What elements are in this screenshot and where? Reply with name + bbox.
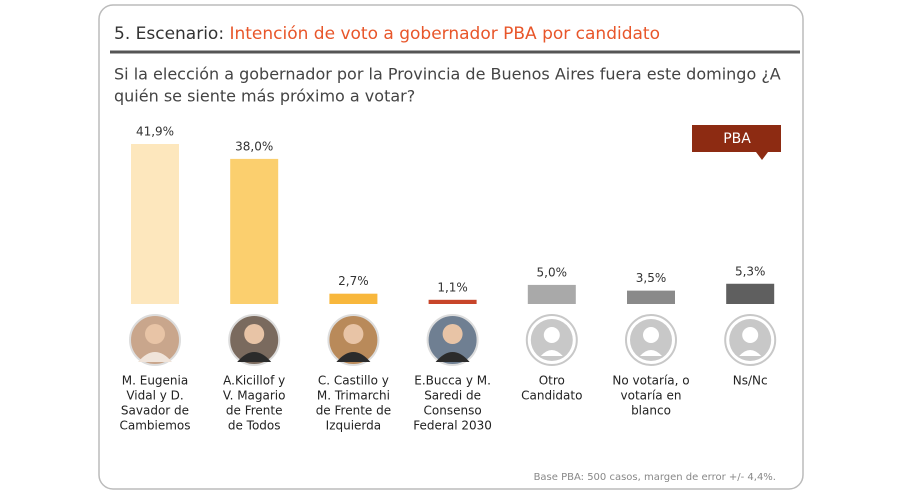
value-label: 5,3%	[735, 264, 766, 278]
badge	[692, 125, 781, 160]
value-label: 3,5%	[636, 271, 667, 285]
bar	[230, 158, 279, 304]
value-label: 41,9%	[136, 125, 174, 139]
bar	[627, 290, 675, 304]
category-label: M. Trimarchi	[317, 389, 390, 403]
category-label: blanco	[631, 404, 671, 418]
photo-head	[343, 324, 364, 344]
badge-text: PBA	[723, 131, 751, 147]
category-label: de Frente de	[316, 404, 391, 418]
photo-head	[244, 324, 265, 344]
bar	[428, 299, 477, 304]
value-label: 38,0%	[235, 139, 273, 153]
title-text: Intención de voto a gobernador PBA por c…	[229, 24, 660, 44]
photo-head	[442, 324, 463, 344]
category-label: No votaría, o	[612, 374, 689, 388]
card	[98, 4, 804, 490]
category-label: E.Bucca y M.	[414, 374, 491, 388]
category-label: Candidato	[521, 389, 582, 403]
footnote: Base PBA: 500 casos, margen de error +/-…	[534, 472, 776, 483]
category-label: Savador de	[121, 404, 189, 418]
category-label: Federal 2030	[413, 419, 492, 433]
icon-body	[640, 350, 662, 356]
icon-body	[540, 350, 563, 356]
category-label: de Todos	[228, 419, 281, 433]
category-label: Otro	[539, 374, 565, 388]
photo-body	[237, 352, 272, 362]
photo-body	[336, 352, 371, 362]
category-label: Ns/Nc	[733, 374, 768, 388]
category-label: de Frente	[226, 404, 283, 418]
category-label: C. Castillo y	[318, 374, 389, 388]
bar	[527, 284, 576, 304]
category-label: votaría en	[621, 389, 682, 403]
category-label: Izquierda	[326, 419, 381, 433]
category-label: Cambiemos	[119, 419, 190, 433]
category-label: Vidal y D.	[126, 389, 183, 403]
icon-head	[543, 327, 560, 343]
value-label: 1,1%	[437, 280, 468, 294]
subtitle: Si la elección a gobernador por la Provi…	[114, 65, 781, 84]
photo-head	[145, 324, 165, 344]
category-label: Consenso	[424, 404, 482, 418]
category-label: Saredi de	[424, 389, 481, 403]
category-label: V. Magario	[223, 389, 286, 403]
photo-body	[435, 352, 470, 362]
icon-head	[643, 327, 659, 343]
photo-body	[138, 352, 172, 362]
bar	[726, 283, 775, 304]
bar	[131, 144, 179, 304]
category-label: M. Eugenia	[122, 374, 188, 388]
title-prefix: 5. Escenario:	[114, 24, 224, 44]
value-label: 5,0%	[537, 265, 568, 279]
bar	[329, 293, 378, 304]
icon-head	[742, 327, 759, 343]
icon-body	[739, 350, 762, 356]
subtitle: quién se siente más próximo a votar?	[114, 87, 415, 106]
category-label: A.Kicillof y	[223, 374, 285, 388]
chart-title: 5. Escenario: Intención de voto a gobern…	[114, 24, 660, 44]
value-label: 2,7%	[338, 274, 369, 288]
